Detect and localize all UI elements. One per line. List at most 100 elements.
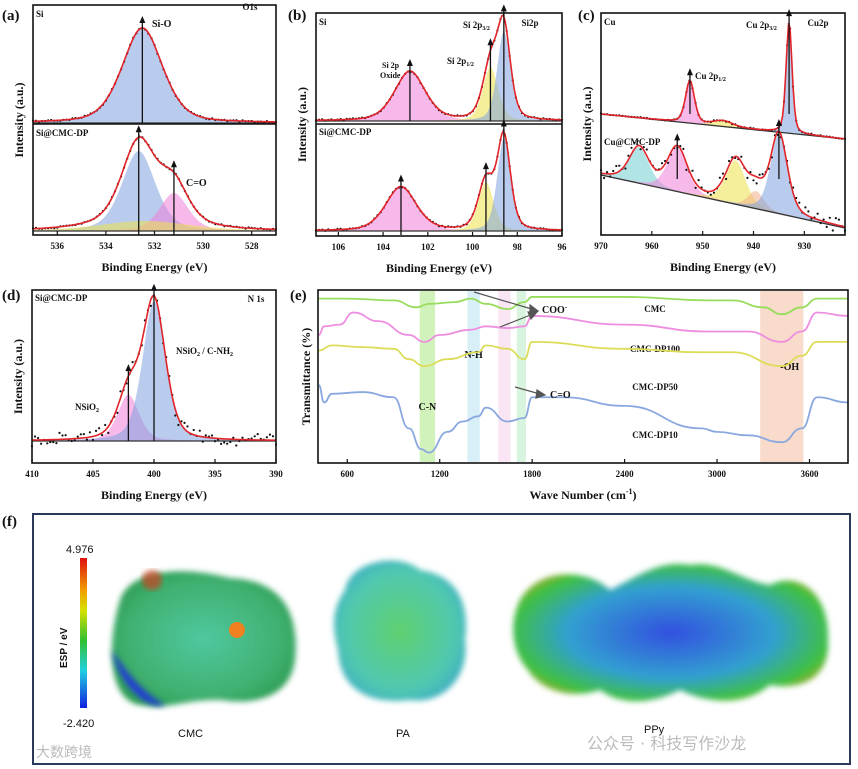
data-point	[752, 179, 755, 182]
arrow-head-icon	[674, 133, 681, 141]
data-point	[241, 436, 244, 439]
data-point	[728, 159, 731, 163]
data-point	[691, 169, 694, 172]
data-point	[201, 440, 204, 443]
x-tick-label: 390	[269, 469, 283, 479]
annotation-arrows	[473, 291, 547, 399]
panel-label-e: (e)	[290, 288, 307, 304]
x-axis-title: Binding Energy (eV)	[670, 260, 776, 274]
arrow-head-icon	[406, 59, 413, 67]
data-point	[149, 304, 152, 307]
y-axis-title: Intensity (a.u.)	[12, 82, 26, 157]
baseline	[600, 174, 846, 229]
annotation-cu2p32: Cu 2p3/2	[746, 20, 777, 32]
band-label: N-H	[464, 350, 483, 361]
data-point	[253, 435, 256, 438]
data-point	[618, 164, 621, 167]
absorption-band	[419, 291, 436, 462]
data-point	[131, 361, 134, 364]
data-point	[667, 161, 670, 164]
y-axis-title: Transmittance (%)	[299, 328, 313, 425]
data-point	[64, 434, 67, 437]
x-tick-label: 395	[208, 469, 222, 479]
component-peak-a-1-0	[33, 151, 276, 231]
annotation-oxide-2: Oxide	[380, 71, 401, 80]
component-peak-b-1-1	[316, 182, 562, 231]
arrow-head-icon	[500, 4, 507, 12]
data-point	[828, 216, 831, 219]
data-point	[101, 434, 104, 437]
data-point	[834, 217, 838, 220]
panel-label-b: (b)	[288, 8, 306, 24]
annotation-oxide-1: Si 2p	[382, 61, 400, 70]
data-point	[804, 206, 807, 209]
data-point	[721, 172, 725, 175]
spectrum-title: N 1s	[248, 294, 265, 304]
data-point	[645, 148, 648, 151]
x-tick-label: 106	[332, 242, 346, 252]
data-point	[226, 442, 229, 445]
fit-curve	[315, 129, 562, 231]
subplot-label: Si@CMC-DP	[35, 293, 88, 303]
data-point	[256, 433, 259, 436]
molecule-pa	[334, 560, 466, 701]
annotation-si2p32: Si 2p3/2	[463, 20, 490, 32]
panel-label-c: (c)	[578, 8, 595, 24]
arrow-head-icon	[487, 38, 494, 46]
data-point	[831, 229, 834, 232]
data-point	[606, 171, 609, 174]
data-point	[40, 442, 43, 445]
data-point	[177, 423, 180, 427]
x-tick-label: 405	[86, 469, 100, 479]
panel-label-d: (d)	[2, 288, 20, 304]
ftir-series-cmc-dp100	[318, 311, 849, 343]
annotation-nsio2-cnh2: NSiO2 / C-NH2	[176, 346, 233, 358]
data-point	[642, 146, 645, 149]
data-point	[46, 442, 49, 445]
x-tick-label: 3000	[708, 469, 727, 479]
x-tick-label: 950	[696, 241, 710, 251]
series-label: CMC-DP10	[632, 430, 678, 440]
annotation-si2p12: Si 2p1/2	[447, 56, 474, 68]
data-point	[609, 175, 612, 178]
component-peak-a-1-2	[33, 221, 276, 231]
x-tick-label: 2400	[616, 469, 635, 479]
x-axis-title: Binding Energy (eV)	[101, 488, 207, 502]
panel-f-frame	[32, 513, 851, 765]
x-tick-label: 536	[51, 241, 65, 251]
data-point	[615, 164, 618, 168]
x-tick-label: 410	[25, 469, 39, 479]
x-tick-label: 528	[245, 241, 259, 251]
data-point	[746, 176, 749, 179]
arrow-head-icon	[151, 283, 157, 291]
plot-frame-e	[317, 289, 849, 464]
watermark-left: 大数跨境	[36, 745, 92, 761]
arrow-head-icon	[686, 68, 693, 76]
data-point	[761, 173, 764, 176]
data-point	[204, 434, 207, 437]
data-point	[639, 148, 642, 151]
data-point	[235, 444, 238, 447]
y-axis-title: Intensity (a.u.)	[580, 86, 594, 161]
data-point	[198, 429, 201, 432]
component-peak-b-1-2	[316, 138, 562, 231]
spectrum-title: O1s	[242, 2, 258, 12]
absorption-band	[516, 291, 526, 462]
data-point	[636, 139, 639, 142]
x-axis-title: Binding Energy (eV)	[386, 261, 492, 275]
x-tick-label: 96	[558, 242, 568, 252]
x-tick-label: 532	[148, 241, 162, 251]
data-point	[76, 435, 79, 438]
data-point	[816, 212, 819, 215]
data-point	[98, 427, 101, 430]
fit-curve	[32, 136, 277, 231]
data-point	[718, 176, 722, 179]
x-tick-label: 530	[196, 241, 210, 251]
data-point	[612, 169, 615, 173]
data-point	[58, 431, 61, 434]
series-label: CMC	[644, 304, 666, 314]
band-label: C-N	[418, 402, 437, 413]
spectrum-title: Cu2p	[807, 18, 828, 28]
colorbar-min: -2.420	[63, 718, 94, 730]
series-label: CMC-DP100	[630, 344, 680, 354]
